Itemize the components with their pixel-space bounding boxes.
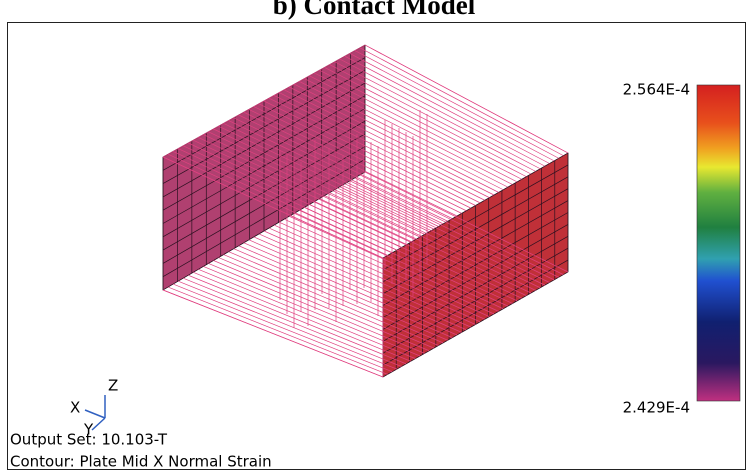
color-bar bbox=[697, 85, 740, 401]
axis-x: X bbox=[70, 399, 80, 417]
legend-max: 2.564E-4 bbox=[623, 81, 690, 99]
screenshot: b) Contact Model 2.564E-4 2.429E-4 Z X Y… bbox=[0, 0, 749, 476]
contour-label: Contour: Plate Mid X Normal Strain bbox=[10, 453, 272, 471]
title: b) Contact Model bbox=[273, 0, 476, 20]
output-set: Output Set: 10.103-T bbox=[10, 431, 168, 449]
axis-z: Z bbox=[108, 377, 118, 395]
legend-min: 2.429E-4 bbox=[623, 399, 690, 417]
